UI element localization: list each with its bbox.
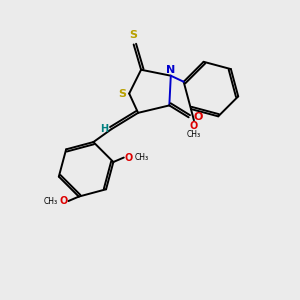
Text: S: S bbox=[119, 88, 127, 98]
Text: O: O bbox=[59, 196, 68, 206]
Text: CH₃: CH₃ bbox=[135, 153, 149, 162]
Text: O: O bbox=[124, 153, 133, 163]
Text: O: O bbox=[194, 112, 203, 122]
Text: N: N bbox=[166, 65, 176, 75]
Text: H: H bbox=[100, 124, 108, 134]
Text: CH₃: CH₃ bbox=[43, 196, 57, 206]
Text: CH₃: CH₃ bbox=[187, 130, 201, 139]
Text: S: S bbox=[130, 30, 138, 40]
Text: O: O bbox=[190, 121, 198, 131]
